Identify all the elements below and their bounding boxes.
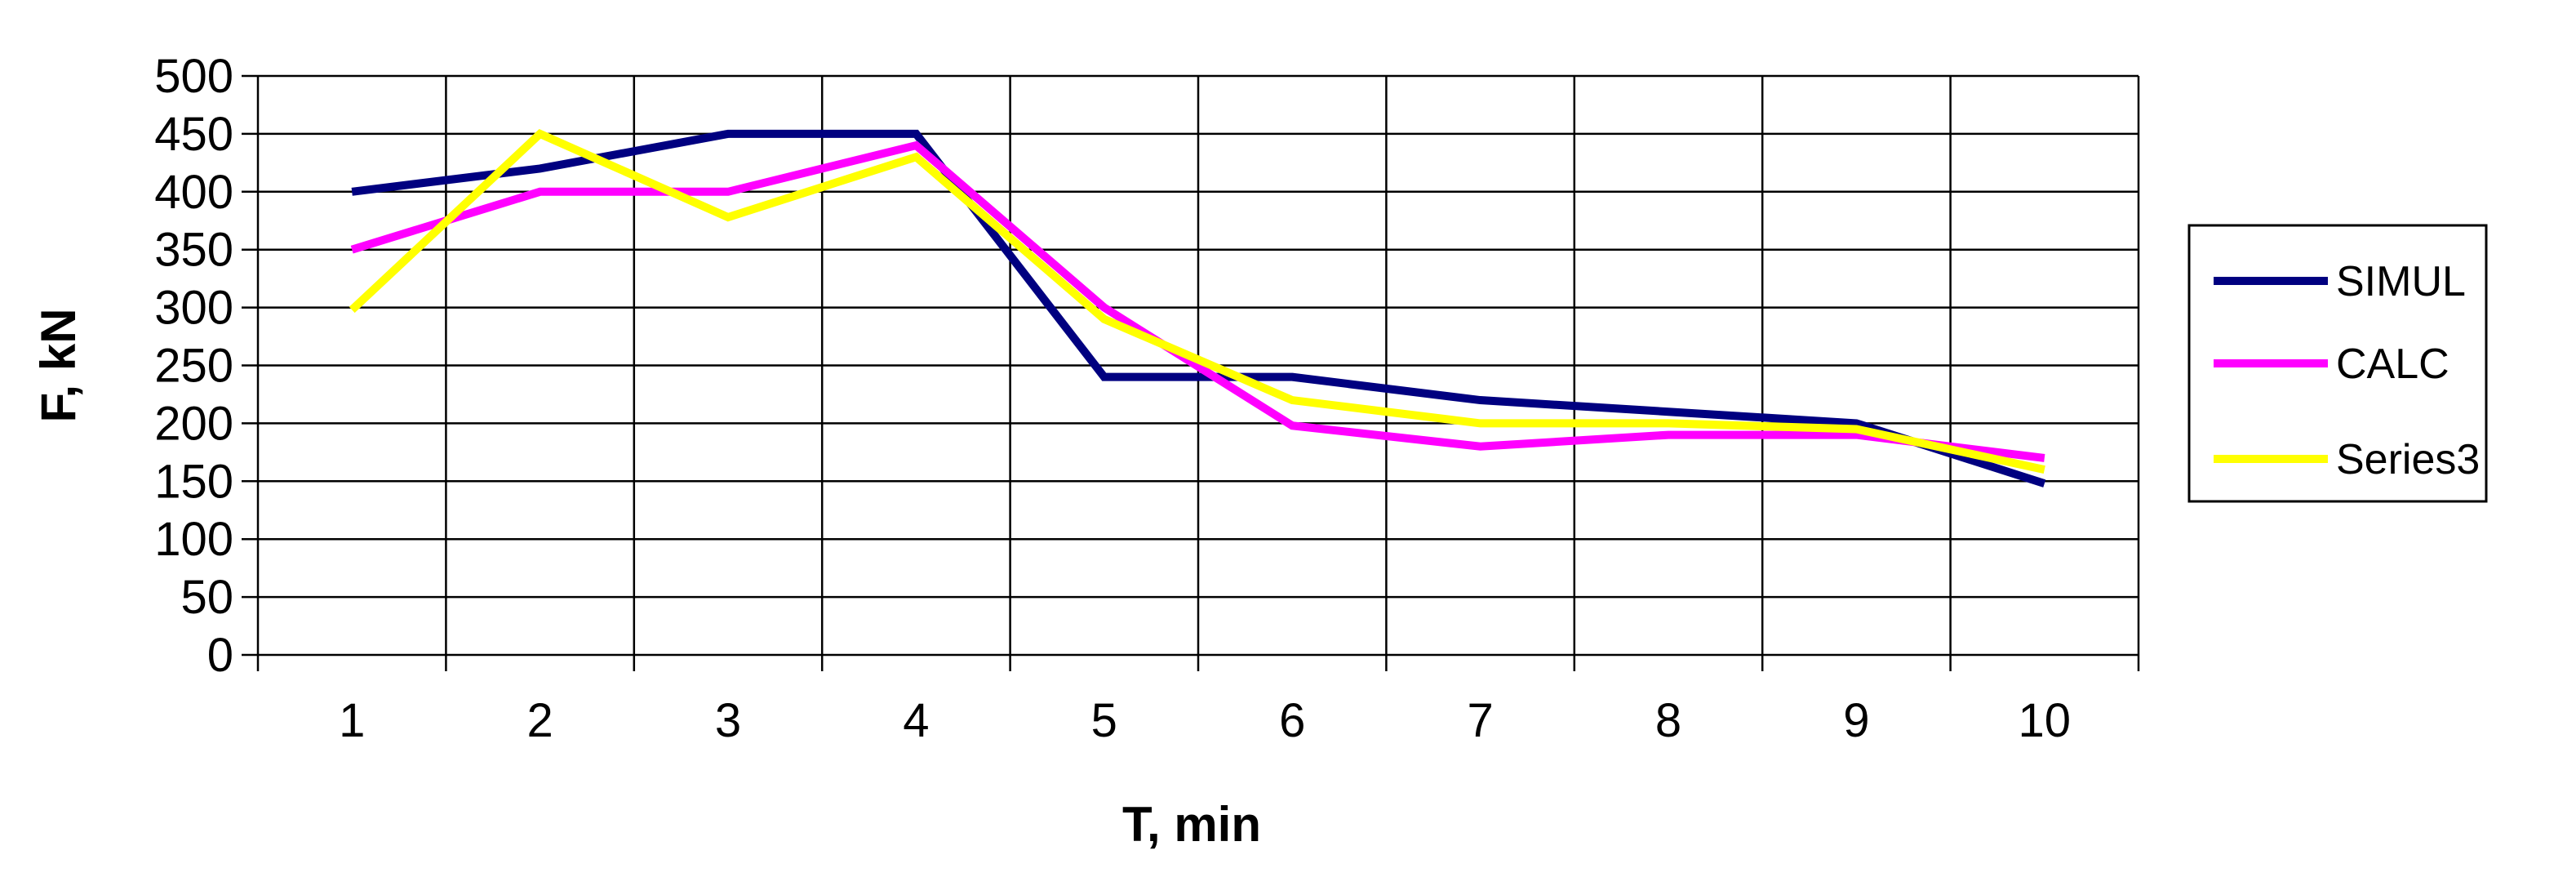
series-lines xyxy=(349,128,2046,488)
x-tick-label: 8 xyxy=(1655,694,1681,747)
x-tick-label: 6 xyxy=(1279,694,1305,747)
legend-label-simul: SIMUL xyxy=(2336,258,2466,305)
y-tick-label: 200 xyxy=(154,397,233,450)
x-tick-label: 2 xyxy=(526,694,553,747)
x-axis: 1 2 3 4 5 6 7 8 9 10 xyxy=(339,694,2071,747)
x-tick-label: 10 xyxy=(2019,694,2072,747)
y-tick-label: 100 xyxy=(154,513,233,566)
y-tick-label: 250 xyxy=(154,340,233,393)
legend: SIMUL CALC Series3 xyxy=(2187,224,2488,503)
series-line-simul xyxy=(351,129,2046,488)
y-tick-label: 50 xyxy=(180,571,233,624)
x-tick-label: 4 xyxy=(903,694,929,747)
y-axis-title: F, kN xyxy=(31,308,86,422)
x-tick-label: 5 xyxy=(1091,694,1117,747)
legend-label-calc: CALC xyxy=(2336,341,2449,388)
x-tick-label: 1 xyxy=(339,694,365,747)
y-tick-label: 150 xyxy=(154,455,233,508)
x-axis-title: T, min xyxy=(1122,797,1261,852)
y-tick-label: 450 xyxy=(154,108,233,161)
x-tick-label: 7 xyxy=(1467,694,1493,747)
y-tick-label: 500 xyxy=(154,50,233,103)
y-tick-label: 300 xyxy=(154,282,233,335)
x-tick-label: 9 xyxy=(1843,694,1869,747)
y-tick-label: 0 xyxy=(207,629,233,682)
y-tick-label: 400 xyxy=(154,166,233,219)
series-line-calc xyxy=(350,140,2045,462)
series-line-series3 xyxy=(349,128,2045,474)
y-tick-label: 350 xyxy=(154,224,233,277)
x-tick-label: 3 xyxy=(715,694,741,747)
legend-label-series3: Series3 xyxy=(2336,436,2480,483)
